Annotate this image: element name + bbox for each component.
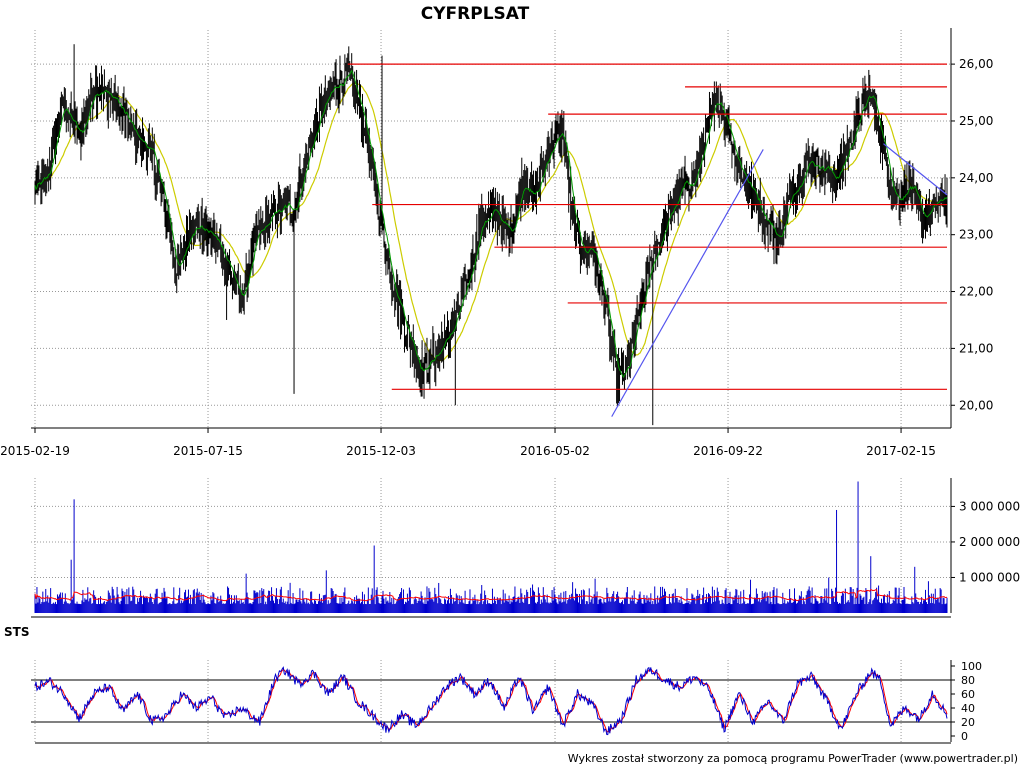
price-candles	[34, 44, 948, 426]
price-x-ticks: 2015-02-19 2015-07-15 2015-12-03 2016-05-02…	[0, 428, 936, 458]
price-y-tick-label: 23,00	[959, 228, 993, 242]
price-y-tick-label: 22,00	[959, 285, 993, 299]
sts-y-tick-label: 0	[961, 730, 968, 743]
price-y-tick-label: 25,00	[959, 114, 993, 128]
price-moving-average-short	[34, 69, 948, 379]
price-trend-line-0	[611, 149, 764, 417]
volume-average-line	[34, 588, 948, 602]
volume-y-tick-label: 1 000 000	[959, 570, 1020, 584]
price-x-tick-label: 2017-02-15	[866, 444, 936, 458]
price-x-tick-label: 2016-05-02	[520, 444, 590, 458]
sts-panel-title: STS	[4, 625, 29, 639]
sts-reference-lines	[31, 679, 951, 723]
price-x-tick-label: 2015-07-15	[173, 444, 243, 458]
price-x-tick-label: 2015-02-19	[0, 444, 70, 458]
volume-average-line	[34, 588, 948, 602]
volume-y-tick-label: 2 000 000	[959, 535, 1020, 549]
sts-y-tick-label: 20	[961, 716, 975, 729]
price-level-lines	[347, 63, 947, 390]
grid-lines	[31, 30, 951, 742]
footer-credit: Wykres został stworzony za pomocą progra…	[568, 752, 1018, 765]
price-y-tick-label: 24,00	[959, 171, 993, 185]
sts-y-tick-label: 40	[961, 702, 975, 715]
sts-y-tick-label: 60	[961, 688, 975, 701]
sts-lines	[34, 666, 948, 736]
sts-y-tick-label: 100	[961, 660, 982, 673]
sts-slow-line	[34, 667, 948, 734]
panel-frames	[31, 28, 952, 744]
volume-y-ticks: 1 000 000 2 000 000 3 000 000	[951, 499, 1020, 584]
price-y-tick-label: 26,00	[959, 57, 993, 71]
price-y-tick-label: 20,00	[959, 398, 993, 412]
volume-y-tick-label: 3 000 000	[959, 499, 1020, 513]
moving-average-short-line	[34, 69, 948, 379]
chart-title: CYFRPLSAT	[421, 4, 530, 24]
volume-bars	[34, 481, 948, 613]
price-trend-lines	[611, 143, 948, 417]
sts-fast-line	[34, 666, 948, 736]
price-trend-line-1	[883, 143, 948, 196]
price-x-tick-label: 2015-12-03	[346, 444, 416, 458]
price-y-ticks: 20,00 21,00 22,00 23,00 24,00 25,00 26,00	[951, 57, 993, 412]
sts-y-tick-label: 80	[961, 674, 975, 687]
price-x-tick-label: 2016-09-22	[693, 444, 763, 458]
price-y-tick-label: 21,00	[959, 341, 993, 355]
